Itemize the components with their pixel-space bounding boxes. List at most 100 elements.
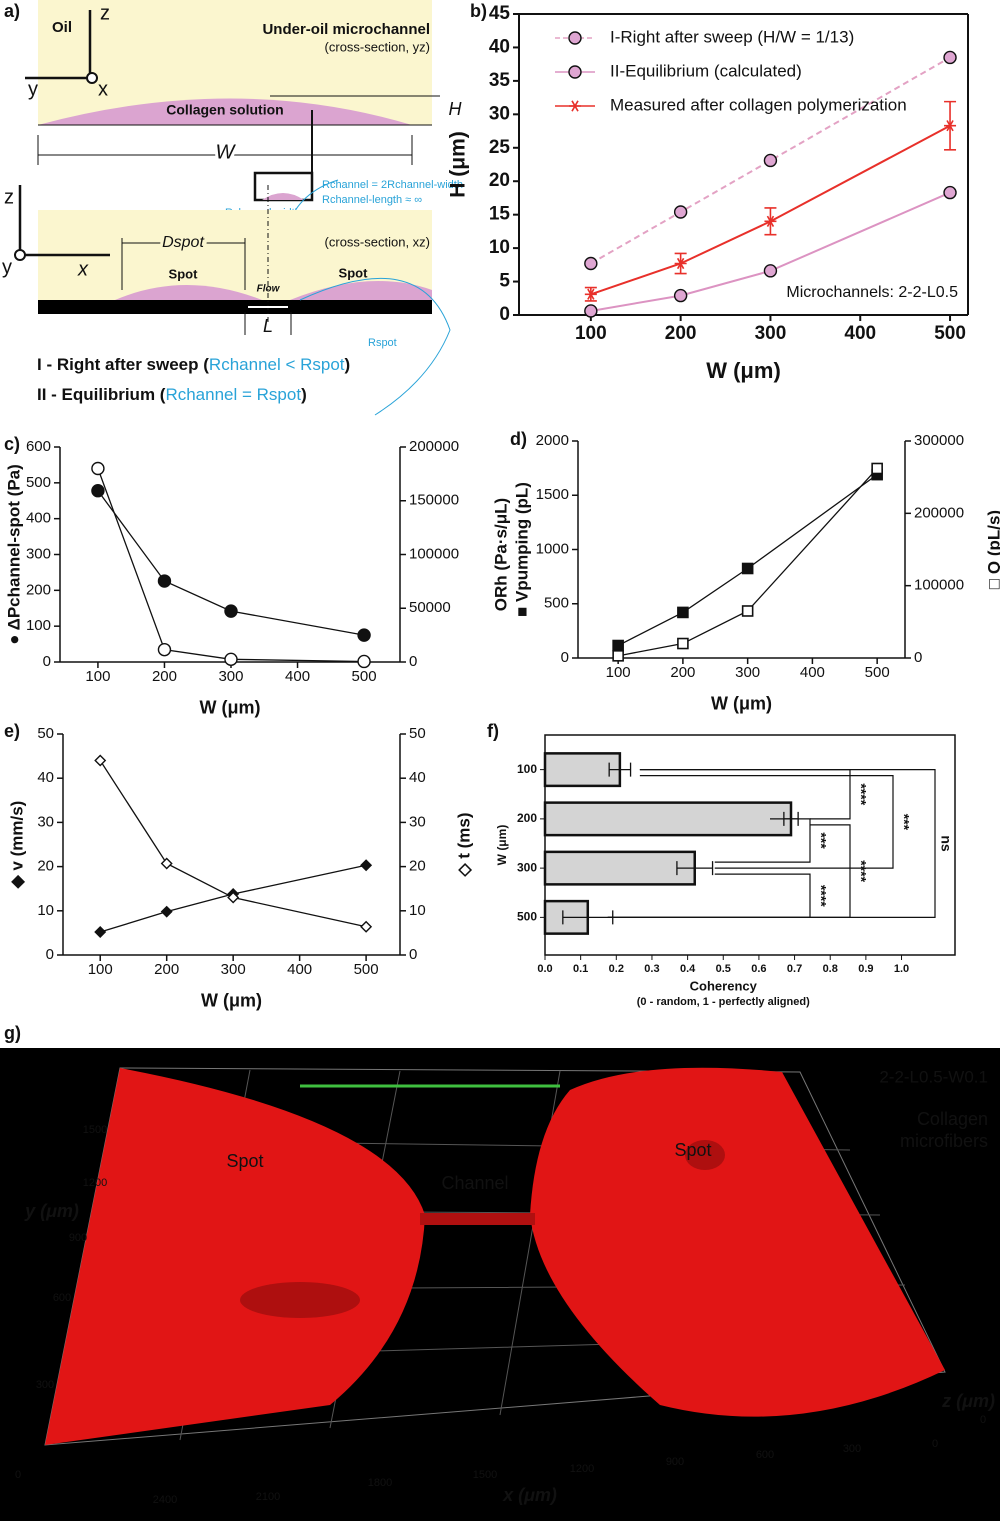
shadow [685, 1140, 725, 1170]
x-tick-label: 300 [755, 323, 787, 344]
tick-label: 900 [666, 1456, 684, 1468]
label: L [263, 316, 273, 336]
spot-right [290, 281, 432, 300]
series-line [617, 474, 878, 647]
significance-label: **** [853, 860, 869, 882]
data-point [612, 639, 624, 652]
y-tick-label: 35 [489, 70, 511, 91]
x-tick-label: 0.7 [787, 963, 802, 975]
data-point [944, 120, 957, 132]
y-axis-label: ■ Vpumping (pL) [512, 482, 531, 617]
label: Rchannel = 2Rchannel-width [322, 179, 463, 191]
region-label: Channel [441, 1173, 508, 1193]
diagram: Oil z y x Under-oil microchannel (cross-… [2, 0, 463, 416]
series-line [590, 124, 951, 296]
axis-label: z (μm) [941, 1391, 995, 1411]
label: x [77, 258, 89, 280]
y-tick-label: 0 [43, 653, 51, 670]
plot-frame [544, 734, 956, 956]
data-point [360, 920, 373, 933]
label: ) [301, 385, 307, 404]
x-tick-label: 0.5 [716, 963, 731, 975]
tick-label: 600 [53, 1292, 71, 1304]
y-tick-label: 300 [517, 860, 537, 874]
panel-label: e) [4, 721, 20, 741]
data-point [943, 50, 957, 65]
data-point [94, 754, 107, 767]
significance-bracket [639, 775, 894, 869]
label: Under-oil microchannel [262, 21, 430, 38]
tick-label: 600 [756, 1449, 774, 1461]
spot-left [115, 285, 262, 300]
data-point [674, 257, 687, 270]
data-point [584, 288, 597, 300]
tick-label: 900 [69, 1232, 87, 1244]
series-line [590, 191, 951, 312]
data-point [741, 562, 754, 575]
y-tick-label: 200 [517, 811, 537, 825]
series-line [618, 468, 878, 657]
y-tick-label: 0 [561, 649, 569, 666]
label: Rchannel-length ≈ ∞ [322, 194, 422, 206]
data-point [357, 628, 371, 642]
data-point [741, 605, 754, 617]
region-label: Spot [674, 1140, 711, 1160]
data-point [160, 857, 173, 870]
tick-label: 2100 [256, 1491, 280, 1503]
y2-tick-label: 200000 [914, 504, 964, 521]
y-tick-label: 100 [26, 617, 51, 634]
x-axis-label: W (μm) [201, 990, 262, 1010]
y2-tick-label: 30 [409, 813, 426, 830]
tick-label: 300 [843, 1443, 861, 1455]
micrograph: g) [0, 1023, 1000, 1521]
x-tick-label: 200 [665, 323, 697, 344]
label: Rspot [368, 337, 397, 349]
tick-label: 0 [980, 1414, 986, 1426]
label: Flow [257, 284, 281, 295]
region-label: Spot [226, 1151, 263, 1171]
label: (cross-section, xz) [325, 234, 430, 249]
image-title: 2-2-L0.5-W0.1 [879, 1067, 988, 1086]
y2-tick-label: 300000 [914, 432, 964, 449]
bar [543, 850, 696, 886]
significance-bracket [607, 769, 936, 918]
data-point [763, 264, 778, 278]
x-tick-label: 0.9 [858, 963, 873, 975]
x-tick-label: 100 [88, 961, 113, 978]
significance-label: ns [938, 835, 954, 852]
x-tick-label: 100 [85, 668, 110, 685]
y-axis-label: ● ΔPchannel-spot (Pa) [4, 464, 23, 645]
y2-tick-label: 0 [409, 653, 417, 670]
data-point [943, 185, 957, 200]
y2-tick-label: 100000 [409, 545, 459, 562]
label: I - Right after sweep (Rchannel < Rspot) [37, 355, 350, 374]
legend-label: II-Equilibrium (calculated) [610, 61, 802, 80]
tick-label: 1500 [473, 1469, 497, 1481]
y-tick-label: 15 [489, 204, 511, 225]
bar [543, 752, 622, 788]
chart: 100 200 300 400 500 0 100 200 300 400 500 600 0 50000… [4, 434, 510, 718]
y-tick-label: 50 [37, 725, 54, 742]
x-tick-label: 100 [575, 323, 607, 344]
significance-bracket [714, 818, 811, 863]
image-legend: Collagen [917, 1109, 988, 1129]
y-tick-label: 300 [26, 545, 51, 562]
legend-marker [569, 100, 581, 112]
tick-label: 1800 [368, 1477, 392, 1489]
shadow [240, 1282, 360, 1318]
y-tick-label: 40 [489, 36, 510, 57]
x-tick-label: 0.6 [751, 963, 766, 975]
x-tick-label: 500 [352, 668, 377, 685]
y-tick-label: 5 [499, 271, 510, 292]
y-axis-label: H (μm) [447, 131, 470, 198]
data-point [673, 288, 688, 303]
data-point [91, 461, 105, 476]
legend-label: Measured after collagen polymerization [610, 95, 907, 114]
x-axis-sublabel: (0 - random, 1 - perfectly aligned) [637, 996, 810, 1008]
data-point [871, 462, 883, 475]
x-tick-label: 0.4 [680, 963, 696, 975]
label: z [4, 186, 14, 208]
axis-y [14, 249, 26, 261]
